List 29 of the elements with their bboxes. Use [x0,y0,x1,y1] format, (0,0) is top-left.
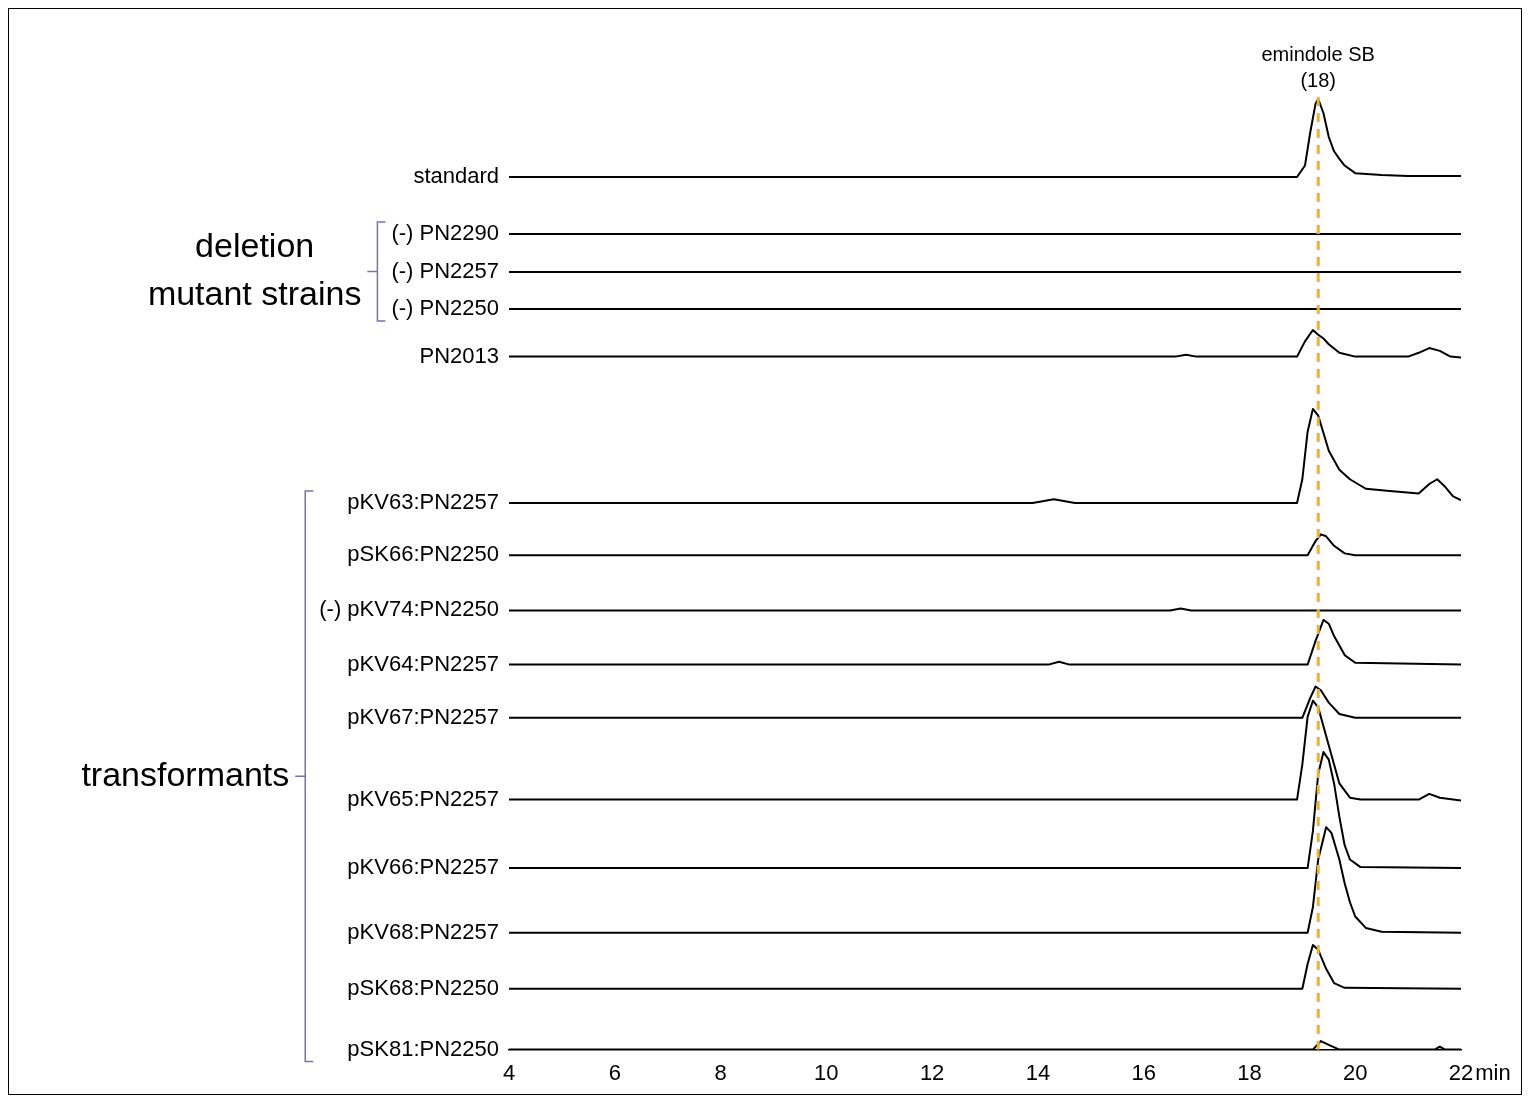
series-label: pKV65:PN2257 [347,785,499,811]
text: deletion mutant strains [147,225,362,312]
series-label: pSK68:PN2250 [347,974,499,1000]
series-label: pKV67:PN2257 [347,703,499,729]
series-label: standard [413,163,499,189]
series-label: pKV68:PN2257 [347,918,499,944]
text: transformants [81,754,290,793]
series-label: (-) PN2250 [391,295,499,321]
series-label: pSK66:PN2250 [347,541,499,567]
x-tick-label: 4 [502,1059,516,1085]
series-label: pSK81:PN2250 [347,1035,499,1061]
series-label: pKV63:PN2257 [347,489,499,515]
x-tick-label: 22 [1448,1059,1474,1085]
series-label: (-) pKV74:PN2250 [319,596,499,622]
x-tick-label: 14 [1025,1059,1051,1085]
x-tick-label: 16 [1131,1059,1156,1085]
series-label: (-) PN2257 [391,258,499,284]
x-tick-label: 12 [919,1059,945,1085]
series-label: (-) PN2290 [391,220,499,246]
x-tick-label: 6 [608,1059,621,1085]
series-label: pKV64:PN2257 [347,650,499,676]
ref-line-label: emindole SB (18) [1261,43,1375,91]
x-tick-label: 8 [714,1059,727,1085]
x-tick-label: 20 [1342,1059,1368,1085]
x-axis-title: min [1475,1059,1511,1085]
x-tick-label: 18 [1237,1059,1262,1085]
x-tick-label: 10 [814,1059,839,1085]
series-label: pKV66:PN2257 [347,854,499,880]
series-label: PN2013 [419,342,499,368]
